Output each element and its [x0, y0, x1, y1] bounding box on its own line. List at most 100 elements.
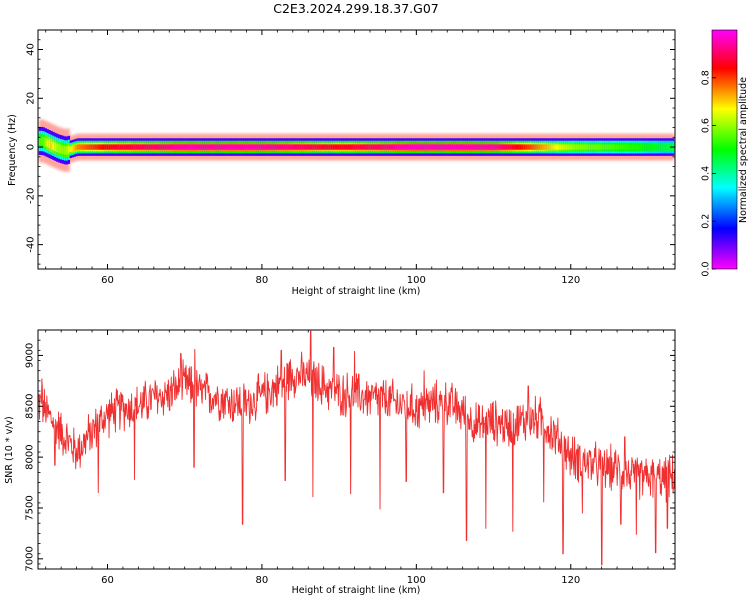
spectrogram-cell [658, 145, 661, 149]
spectrogram-cell [318, 145, 321, 149]
spectrogram-cell [139, 145, 142, 149]
snr-x-tick-label: 80 [256, 575, 269, 586]
spectrogram-cell [482, 145, 486, 149]
spectrogram-cell [114, 145, 117, 149]
spectrogram-cell [552, 145, 555, 149]
spectrogram-cell [668, 145, 671, 149]
spectrogram-cell [648, 145, 652, 149]
spectrogram-cell [384, 145, 387, 149]
spectrogram-cell [212, 145, 215, 149]
spectrogram-cell [465, 145, 468, 149]
snr-y-tick-label: 7000 [25, 546, 36, 571]
spectrogram-cell [544, 145, 547, 149]
spectrogram-cell [590, 145, 594, 149]
spectrogram-cell [496, 145, 499, 149]
spectrogram-cell [463, 145, 466, 149]
spectrogram-cell [503, 145, 507, 149]
spectrogram-cell [58, 146, 61, 151]
spectrogram-cell [392, 145, 395, 149]
spectrogram-cell [281, 145, 285, 149]
spectrogram-cell [376, 145, 379, 149]
spectrogram-cell [326, 145, 329, 149]
spectrogram-cell [309, 145, 312, 149]
spectrogram-cell [585, 145, 588, 149]
spectrogram-cell [527, 145, 530, 149]
spectrogram-cell [608, 145, 611, 149]
spectrogram-cell [175, 145, 179, 149]
spectrogram-cell [54, 144, 57, 149]
snr-x-tick-label: 60 [101, 575, 114, 586]
spectrogram-cell [627, 145, 630, 149]
spectrogram-cell [237, 145, 240, 149]
spectrogram-cell [152, 145, 155, 149]
spectrogram-cell [181, 145, 184, 149]
spectrogram-cell [604, 145, 607, 149]
spectrogram-cell [328, 145, 331, 149]
spectrogram-cell [98, 145, 101, 149]
spectrogram-cell [610, 145, 613, 149]
spectrogram-cell [266, 145, 269, 149]
spectrogram-cell [314, 145, 318, 149]
spectrogram-cell [579, 145, 582, 149]
spectrogram-cell [594, 145, 598, 149]
spectrogram-cell [258, 145, 262, 149]
spectrogram-cell [52, 143, 55, 148]
spectrogram-cell [542, 145, 545, 149]
spectrogram-cell [382, 145, 385, 149]
colorbar: 0.0 0.2 0.4 0.6 0.8 Normalized spectral ampl… [700, 29, 749, 277]
spectrogram-cell [104, 145, 107, 149]
spectrogram-cell [235, 145, 238, 149]
spectrogram-cell [426, 145, 430, 149]
spectrogram-cell [575, 145, 578, 149]
spectrogram-cell [449, 145, 453, 149]
spectrogram-cell [598, 145, 601, 149]
spectrogram-cell [428, 145, 432, 149]
spectrogram-x-tick-label: 60 [101, 275, 114, 286]
spectrogram-cell [119, 145, 123, 149]
spectrogram-y-tick-label: 0 [26, 144, 37, 150]
spectrogram-cell [162, 145, 165, 149]
spectrogram-cell [270, 145, 273, 149]
spectrogram-cell [301, 145, 304, 149]
spectrogram-cell [83, 145, 86, 149]
spectrogram-cell [268, 145, 271, 149]
spectrogram-cell [357, 145, 360, 149]
spectrogram-cell [558, 145, 561, 149]
spectrogram-cell [293, 145, 296, 149]
spectrogram-cell [94, 145, 98, 149]
spectrogram-cell [446, 145, 449, 149]
spectrogram-cell [227, 145, 231, 149]
spectrogram-cell [121, 145, 125, 149]
spectrogram-cell [619, 145, 623, 149]
spectrogram-cell [448, 145, 451, 149]
spectrogram-cell [492, 145, 495, 149]
spectrogram-cell [48, 142, 51, 147]
snr-x-tick-label: 120 [561, 575, 580, 586]
spectrogram-cell [637, 145, 640, 149]
spectrogram-cell [50, 143, 53, 147]
spectrogram-cell [75, 146, 78, 149]
spectrogram-cell [565, 145, 569, 149]
spectrogram-cell [432, 145, 435, 149]
spectrogram-cell [592, 145, 596, 149]
spectrogram-cell [299, 145, 302, 149]
spectrogram-cell [243, 145, 246, 149]
spectrogram-cell [505, 145, 509, 149]
spectrogram-cell [523, 145, 526, 149]
spectrogram-cell [117, 145, 121, 149]
snr-y-axis-label: SNR (10 * v/v) [4, 416, 15, 484]
spectrogram-cell [249, 145, 252, 149]
spectrogram-cell [363, 145, 366, 149]
spectrogram-cell [534, 145, 538, 149]
spectrogram-cell [202, 145, 206, 149]
spectrogram-cell [131, 145, 134, 149]
spectrogram-cell [490, 145, 493, 149]
spectrogram-cell [341, 145, 345, 149]
spectrogram-cell [531, 145, 534, 149]
spectrogram-cell [214, 145, 217, 149]
spectrogram-cell [457, 145, 460, 149]
spectrogram-cell [347, 145, 350, 149]
spectrogram-cell [191, 145, 194, 149]
spectrogram-cell [532, 145, 536, 149]
spectrogram-plot-area [38, 119, 675, 172]
